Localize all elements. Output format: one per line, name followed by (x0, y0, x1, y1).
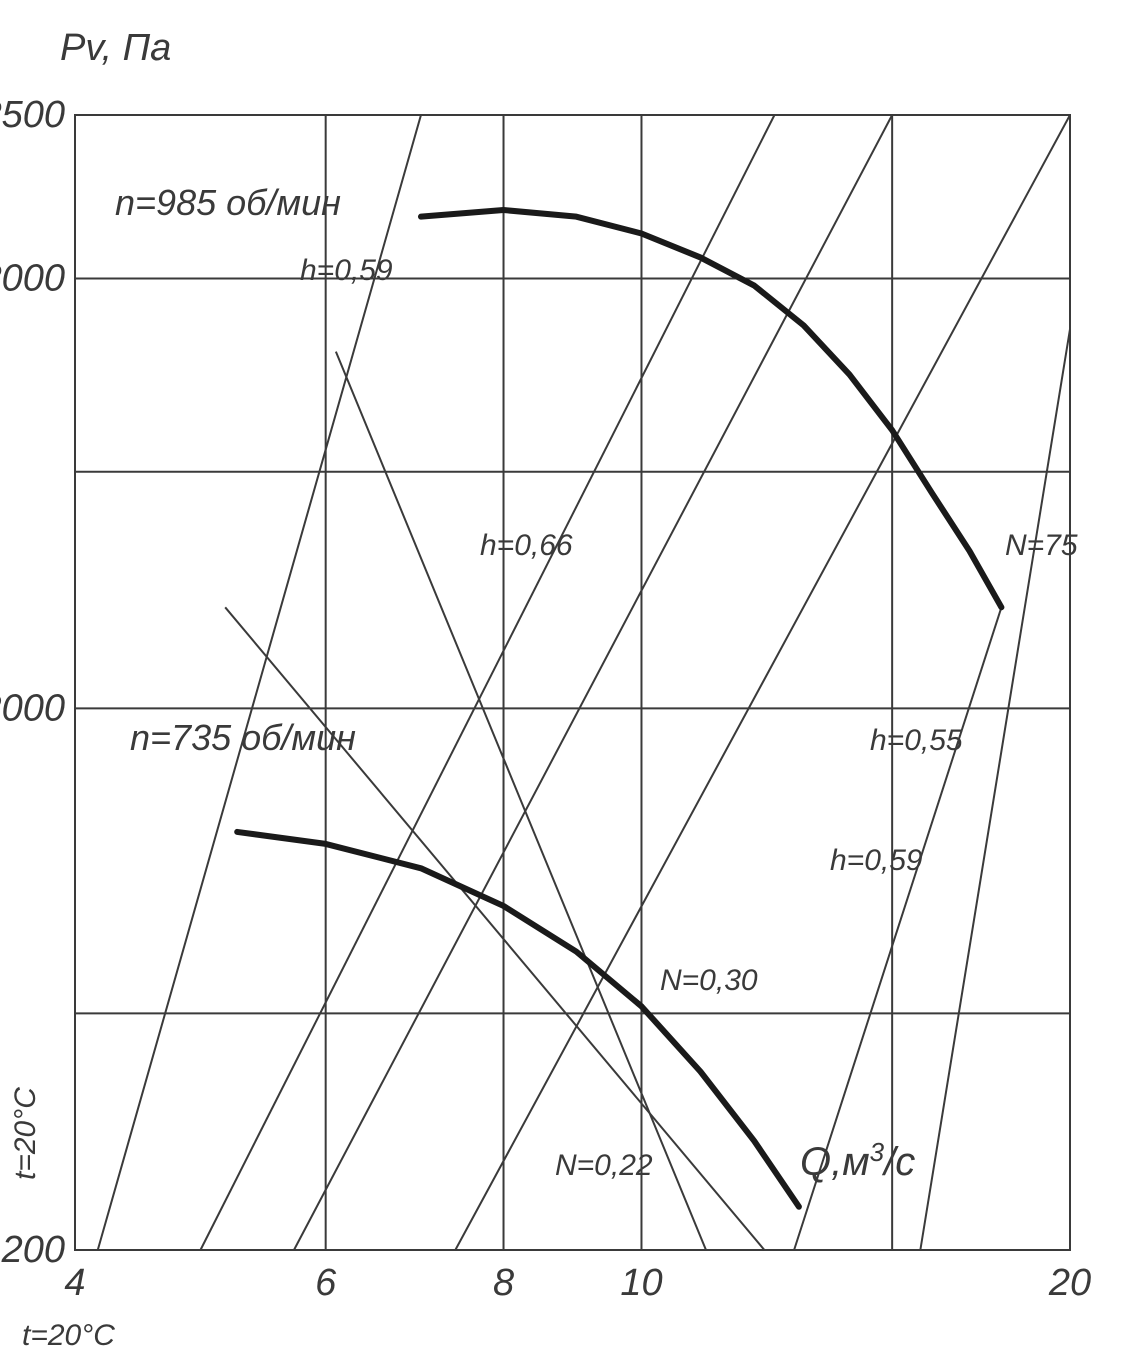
rpm-735-label: n=735 об/мин (130, 717, 356, 758)
power-022-label: N=0,22 (555, 1149, 653, 1182)
power-75-label: N=75 (1005, 529, 1078, 562)
eff-059-upper-label: h=0,59 (300, 254, 393, 287)
x-tick-10: 10 (620, 1262, 662, 1304)
power-030-label: N=0,30 (660, 964, 758, 997)
x-tick-8: 8 (493, 1262, 514, 1304)
y-tick-3000: 3000 (0, 257, 65, 299)
x-tick-6: 6 (315, 1262, 337, 1304)
x-axis-title: Q,м3/с (800, 1137, 915, 1184)
x-tick-4: 4 (64, 1262, 85, 1304)
x-tick-20: 20 (1048, 1262, 1091, 1304)
y-tick-1200: 1200 (0, 1229, 65, 1271)
temp-label-vertical: t=20°C (9, 1087, 42, 1180)
fan-performance-chart: Pv, Па Q,м3/с n=985 об/мин n=735 об/мин … (0, 0, 1121, 1370)
temp-label-bottom: t=20°C (22, 1319, 115, 1352)
y-tick-3500: 3500 (0, 94, 65, 136)
y-tick-2000: 2000 (0, 687, 65, 729)
rpm-985-label: n=985 об/мин (115, 182, 341, 223)
eff-059-lower-label: h=0,59 (830, 844, 923, 877)
y-axis-title: Pv, Па (60, 27, 171, 69)
eff-055-label: h=0,55 (870, 724, 963, 757)
eff-066-label: h=0,66 (480, 529, 573, 562)
